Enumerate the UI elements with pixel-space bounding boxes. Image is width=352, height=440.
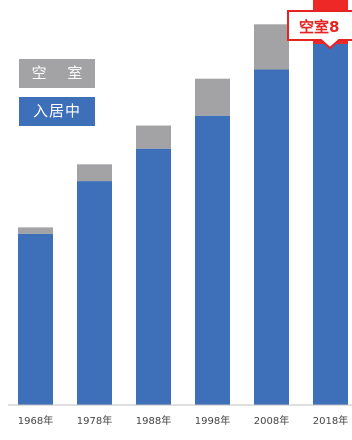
legend-occupied: 入居中 bbox=[19, 97, 95, 126]
vacancy-callout: 空室8 bbox=[287, 10, 352, 50]
callout-bubble bbox=[287, 10, 352, 50]
bar-vacant-1968年 bbox=[18, 227, 53, 234]
callout-text: 空室8 bbox=[299, 18, 339, 36]
x-tick-label: 2008年 bbox=[254, 414, 289, 427]
bar-occupied-2008年 bbox=[254, 69, 289, 405]
legend-vacant: 空 室 bbox=[19, 59, 95, 88]
bar-occupied-2018年 bbox=[313, 43, 348, 405]
x-tick-label: 1998年 bbox=[195, 414, 230, 427]
x-tick-label: 1988年 bbox=[136, 414, 171, 427]
bar-occupied-1998年 bbox=[195, 115, 230, 405]
bar-occupied-1988年 bbox=[136, 148, 171, 405]
bar-vacant-2008年 bbox=[254, 24, 289, 70]
bar-vacant-1998年 bbox=[195, 78, 230, 116]
x-tick-label: 1968年 bbox=[18, 414, 53, 427]
bar-group bbox=[18, 0, 348, 405]
x-tick-labels: 1968年 1978年 1988年 1998年 2008年 2018年 bbox=[18, 414, 348, 427]
bar-vacant-1978年 bbox=[77, 164, 112, 182]
bar-occupied-1978年 bbox=[77, 181, 112, 405]
x-tick-label: 2018年 bbox=[313, 414, 348, 427]
bar-occupied-1968年 bbox=[18, 233, 53, 405]
bar-vacant-1988年 bbox=[136, 125, 171, 149]
x-tick-label: 1978年 bbox=[77, 414, 112, 427]
